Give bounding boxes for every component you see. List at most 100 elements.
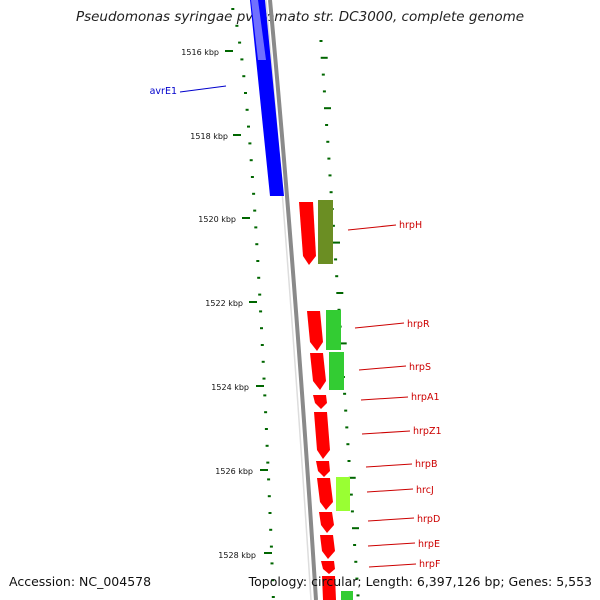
- gene-label-hrpB[interactable]: hrpB: [415, 459, 437, 470]
- inner-minor-tick: [262, 377, 266, 380]
- inner-minor-tick: [267, 495, 271, 498]
- gene-arrow-hrpE[interactable]: [320, 535, 335, 559]
- label-line-hrpF: [368, 563, 417, 568]
- inner-minor-tick: [254, 226, 258, 229]
- outer-minor-tick: [344, 409, 348, 412]
- outer-minor-tick: [348, 476, 356, 479]
- outer-minor-tick: [355, 577, 359, 580]
- label-line-avrE1: [179, 85, 227, 93]
- gene-arrow-hrpS[interactable]: [310, 353, 326, 390]
- gene-block-lime[interactable]: [336, 477, 350, 511]
- outer-minor-tick: [322, 90, 326, 93]
- inner-minor-tick: [260, 344, 264, 346]
- label-line-hrpR: [354, 322, 405, 329]
- inner-minor-tick: [269, 528, 273, 531]
- major-tick-1516: [225, 50, 233, 52]
- outer-minor-tick: [345, 426, 349, 429]
- gene-label-hrpR[interactable]: hrpR: [407, 319, 430, 330]
- gene-arrow-hrpA1[interactable]: [313, 395, 327, 409]
- label-line-hrpA1: [360, 396, 409, 401]
- gene-arrow-hrpH[interactable]: [299, 202, 316, 265]
- outer-minor-tick: [333, 241, 340, 244]
- gene-label-lines: [179, 85, 417, 568]
- label-line-hrcJ: [366, 488, 414, 493]
- inner-minor-tick: [248, 142, 252, 145]
- outer-minor-tick: [321, 73, 325, 76]
- gene-avrE1-highlight: [251, 0, 266, 60]
- inner-minor-tick: [264, 411, 268, 414]
- inner-minor-tick: [240, 58, 244, 61]
- inner-minor-tick: [247, 125, 250, 128]
- inner-minor-tick: [264, 428, 268, 430]
- red-gene-arrows: [299, 202, 336, 600]
- label-line-hrpS: [358, 365, 407, 371]
- inner-minor-tick: [244, 92, 247, 94]
- gene-block-green-1[interactable]: [326, 310, 341, 350]
- gene-label-hrpF[interactable]: hrpF: [419, 559, 440, 570]
- gene-arrow-partial: [322, 576, 336, 600]
- inner-minor-tick: [252, 192, 256, 195]
- tick-label-1522: 1522 kbp: [205, 299, 243, 308]
- genome-stats-text: Topology: circular; Length: 6,397,126 bp…: [248, 574, 592, 589]
- gene-block-green-2[interactable]: [329, 352, 344, 390]
- gene-label-hrpD[interactable]: hrpD: [417, 514, 440, 525]
- gene-arrow-hrpF[interactable]: [321, 561, 335, 574]
- genome-backbone-highlight: [265, 0, 312, 600]
- inner-minor-tick: [258, 293, 262, 296]
- inner-minor-tick: [260, 327, 263, 330]
- gene-arrow-hrpD[interactable]: [319, 512, 334, 533]
- inner-minor-tick: [268, 512, 272, 514]
- genome-backbone: [268, 0, 318, 600]
- gene-label-hrcJ[interactable]: hrcJ: [416, 485, 434, 496]
- gene-label-hrpE[interactable]: hrpE: [418, 539, 440, 550]
- outer-minor-tick: [347, 460, 351, 462]
- tick-label-1520: 1520 kbp: [198, 215, 236, 224]
- inner-minor-tick: [250, 176, 254, 178]
- major-tick-1518: [233, 134, 241, 136]
- outer-minor-tick: [356, 594, 360, 597]
- gene-arrow-hrpZ1[interactable]: [314, 412, 330, 459]
- inner-minor-tick: [261, 360, 265, 363]
- gene-label-hrpA1[interactable]: hrpA1: [411, 392, 440, 403]
- inner-tick-marks: [231, 8, 275, 598]
- inner-minor-tick: [265, 444, 269, 447]
- outer-minor-tick: [346, 443, 350, 446]
- gene-label-hrpH[interactable]: hrpH: [399, 220, 422, 231]
- gene-arrow-hrpB[interactable]: [316, 461, 330, 477]
- inner-minor-tick: [238, 41, 242, 44]
- outer-minor-tick: [329, 191, 333, 194]
- gene-block-olive[interactable]: [318, 200, 333, 264]
- gene-label-hrpZ1[interactable]: hrpZ1: [413, 426, 442, 437]
- major-tick-1526: [260, 469, 268, 471]
- inner-minor-tick: [257, 276, 261, 279]
- inner-minor-tick: [256, 260, 260, 262]
- major-tick-1524: [256, 385, 264, 387]
- inner-minor-tick: [255, 243, 259, 246]
- label-line-hrpB: [365, 463, 413, 468]
- gene-label-hrpS[interactable]: hrpS: [409, 362, 431, 373]
- inner-minor-tick: [269, 545, 273, 548]
- inner-minor-tick: [235, 24, 239, 27]
- outer-minor-tick: [352, 527, 359, 530]
- gene-label-avrE1[interactable]: avrE1: [150, 86, 177, 97]
- inner-minor-tick: [271, 596, 275, 598]
- tick-label-1516: 1516 kbp: [181, 48, 219, 57]
- green-gene-blocks: [318, 200, 353, 600]
- gene-arrow-hrpR[interactable]: [307, 311, 323, 351]
- outer-minor-tick: [326, 140, 330, 143]
- outer-minor-tick: [343, 392, 347, 395]
- outer-minor-tick: [327, 157, 331, 160]
- outer-minor-tick: [319, 40, 323, 42]
- inner-minor-tick: [231, 8, 235, 10]
- inner-minor-tick: [253, 209, 257, 212]
- outer-minor-tick: [349, 493, 353, 496]
- tick-label-1526: 1526 kbp: [215, 467, 253, 476]
- inner-minor-tick: [259, 310, 263, 313]
- outer-minor-tick: [353, 544, 357, 546]
- inner-minor-tick: [266, 461, 270, 464]
- outer-minor-tick: [337, 308, 341, 311]
- map-title: Pseudomonas syringae pv. tomato str. DC3…: [75, 9, 525, 25]
- outer-minor-tick: [336, 292, 344, 294]
- gene-arrow-hrcJ[interactable]: [317, 478, 333, 510]
- inner-minor-tick: [263, 394, 267, 397]
